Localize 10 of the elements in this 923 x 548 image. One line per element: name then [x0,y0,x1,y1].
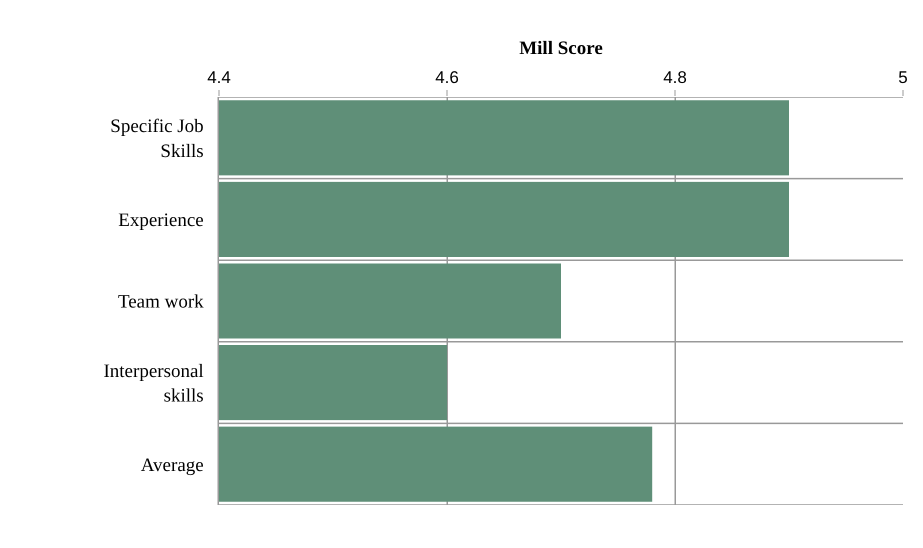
x-axis-title: Mill Score [519,38,603,60]
x-tick-label: 4.8 [663,68,687,88]
x-tick-label: 5 [898,68,908,88]
y-tick-label: Team work [118,292,204,313]
y-tick-label: Average [140,454,204,476]
x-tick-label: 4.6 [435,68,459,88]
x-tick-label: 4.4 [207,68,231,88]
y-tick-label: Experience [118,210,204,232]
y-tick-label: Interpersonal skills [103,360,204,407]
y-tick-label: Specific Job Skills [110,116,204,162]
